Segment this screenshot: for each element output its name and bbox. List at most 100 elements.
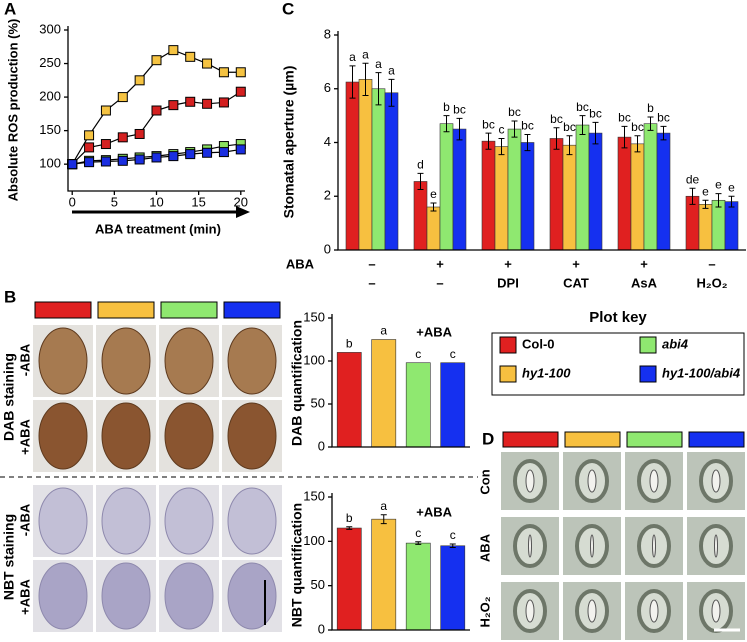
error-bar [415, 541, 422, 545]
leaf [38, 562, 88, 630]
y-tick-label: 0 [318, 438, 325, 453]
error-bar [621, 125, 628, 149]
x-tick-label: 10 [149, 194, 163, 209]
bar [452, 128, 467, 251]
bar [575, 124, 590, 251]
legend-swatch [499, 336, 517, 354]
x-tick-label: – [368, 275, 375, 290]
bar [617, 136, 632, 251]
significance-letter: bc [550, 112, 563, 126]
leaf [164, 327, 214, 395]
y-tick-label: 100 [303, 533, 325, 548]
bar [336, 527, 362, 631]
bar [711, 199, 726, 251]
y-tick-label: 300 [39, 21, 61, 36]
y-tick-label: 250 [39, 55, 61, 70]
error-bar [511, 120, 518, 138]
color-swatch [223, 301, 281, 319]
significance-letter: a [375, 57, 382, 71]
axes [331, 314, 470, 448]
error-bar [524, 133, 531, 152]
significance-letter: c [450, 528, 456, 542]
point [185, 51, 196, 62]
legend-label: Col-0 [522, 336, 555, 351]
error-bar [388, 78, 395, 107]
bar [371, 518, 397, 631]
leaf [101, 402, 151, 470]
error-bar [566, 135, 573, 156]
row-label: -ABA [17, 343, 32, 376]
y-tick-label: 150 [303, 309, 325, 324]
bar [481, 140, 496, 251]
point [134, 75, 145, 86]
panel-label: D [482, 429, 494, 448]
error-bar [456, 117, 463, 141]
x-tick-label: 0 [69, 194, 76, 209]
point [218, 97, 229, 108]
error-bar [430, 202, 437, 212]
x-tick-label: DPI [497, 275, 519, 290]
bar [358, 79, 373, 251]
row-label: +ABA [17, 419, 32, 455]
x-tick-label: 5 [111, 194, 118, 209]
bar [440, 362, 466, 448]
point [151, 152, 162, 163]
y-tick-label: 8 [324, 26, 331, 41]
error-bar [443, 115, 450, 133]
x-tick-label: H₂O₂ [696, 275, 727, 290]
point [117, 155, 128, 166]
significance-letter: a [349, 50, 356, 64]
error-bar [449, 543, 456, 549]
significance-letter: b [346, 337, 353, 351]
point [100, 139, 111, 150]
legend-label: hy1-100 [522, 365, 571, 380]
point [134, 128, 145, 139]
bar [440, 545, 466, 631]
row-label: -ABA [17, 503, 32, 536]
pore [649, 469, 659, 493]
x-tick-label: + [436, 256, 444, 271]
bar [336, 352, 362, 448]
point [151, 55, 162, 66]
row-label: +ABA [17, 579, 32, 615]
error-bar [660, 125, 667, 141]
color-swatch [97, 301, 155, 319]
point [202, 98, 213, 109]
bar [630, 143, 645, 251]
panel-label: B [4, 287, 16, 306]
axes [67, 26, 245, 192]
legend-label: abi4 [662, 336, 689, 351]
significance-letter: bc [508, 105, 521, 119]
color-swatch [34, 301, 92, 319]
y-axis-label: NBT quantification [289, 503, 305, 627]
legend-swatch [499, 365, 517, 383]
significance-letter: c [415, 347, 421, 361]
significance-letter: a [380, 324, 387, 338]
error-bar [702, 199, 709, 209]
bar [507, 128, 522, 251]
bar [426, 206, 441, 251]
x-tick-label: + [572, 256, 580, 271]
pore [711, 599, 721, 623]
y-tick-label: 4 [324, 134, 331, 149]
significance-letter: de [686, 172, 700, 186]
axes [331, 493, 470, 631]
row-label: NBT staining [1, 514, 17, 600]
leaf [227, 327, 277, 395]
error-bar [553, 127, 560, 150]
leaf [227, 402, 277, 470]
row-label: ABA [477, 533, 492, 562]
pore [649, 599, 659, 623]
x-tick-label: + [504, 256, 512, 271]
significance-letter: bc [482, 117, 495, 131]
bar [549, 138, 564, 251]
x-tick-label: – [368, 256, 375, 271]
significance-letter: bc [589, 107, 602, 121]
significance-letter: a [362, 47, 369, 61]
pore [652, 534, 656, 558]
legend-box [491, 332, 745, 396]
bar [562, 144, 577, 251]
bar [405, 542, 431, 631]
point [84, 130, 95, 141]
leaf [38, 327, 88, 395]
